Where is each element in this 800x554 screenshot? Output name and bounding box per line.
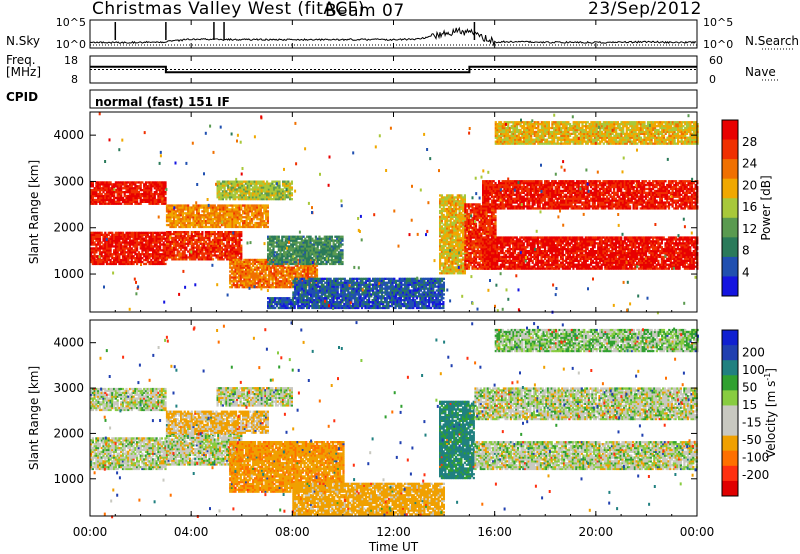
- cell-2: [240, 235, 242, 237]
- cell-0: [136, 247, 138, 249]
- radar-summary-figure: Christmas Valley West (fitACF) Beam 07 2…: [0, 0, 800, 554]
- cell-0: [101, 232, 103, 234]
- cell-2: [201, 231, 203, 233]
- cell-2: [240, 231, 242, 233]
- power-panel: [90, 112, 699, 314]
- cell-1: [164, 191, 166, 193]
- cell-2: [187, 245, 189, 247]
- cell-1: [154, 195, 156, 197]
- cell-0: [104, 232, 106, 234]
- cell-0: [110, 247, 112, 249]
- cell-0: [122, 232, 124, 234]
- cell-2: [223, 243, 225, 245]
- cell-2: [187, 231, 189, 233]
- cell-2: [240, 249, 242, 251]
- cell-0: [164, 263, 166, 265]
- cell-2: [240, 252, 242, 254]
- cell-0: [95, 251, 97, 253]
- cell-2: [240, 239, 242, 241]
- cell-2: [185, 254, 187, 256]
- cell-1: [164, 197, 166, 199]
- cell-2: [210, 235, 212, 237]
- cell-2: [212, 258, 214, 260]
- cell-1: [164, 199, 166, 201]
- cell-2: [240, 256, 242, 258]
- cell-0: [118, 255, 120, 257]
- cell-1: [164, 181, 166, 183]
- cell-1: [150, 187, 152, 189]
- cell-1: [136, 199, 138, 201]
- cell-0: [99, 238, 101, 240]
- cell-2: [240, 245, 242, 247]
- cell-0: [111, 232, 113, 234]
- chart-svg: 00:00 04:00 08:00 12:00 16:00 20:00 00:00Time …: [0, 0, 800, 554]
